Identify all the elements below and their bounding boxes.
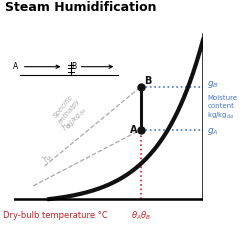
Text: Moisture
content
kg/kg$_{da}$: Moisture content kg/kg$_{da}$: [207, 95, 237, 121]
Text: $g_A$: $g_A$: [207, 126, 219, 137]
Text: $\theta_B$: $\theta_B$: [140, 209, 151, 222]
Text: B: B: [72, 62, 77, 71]
Text: A: A: [13, 62, 18, 71]
Text: B: B: [144, 76, 151, 86]
Text: A: A: [130, 125, 137, 135]
Text: $\theta_A$: $\theta_A$: [131, 209, 142, 222]
Text: Dry-bulb temperature °C: Dry-bulb temperature °C: [3, 211, 108, 220]
Text: $h_A$: $h_A$: [40, 150, 56, 166]
Text: Steam Humidification: Steam Humidification: [5, 0, 156, 13]
Text: $g_B$: $g_B$: [207, 79, 219, 90]
Text: $h_B$: $h_B$: [59, 118, 75, 134]
Text: Specific
enthalpy
kJ/kg$_{da}$: Specific enthalpy kJ/kg$_{da}$: [51, 93, 91, 133]
